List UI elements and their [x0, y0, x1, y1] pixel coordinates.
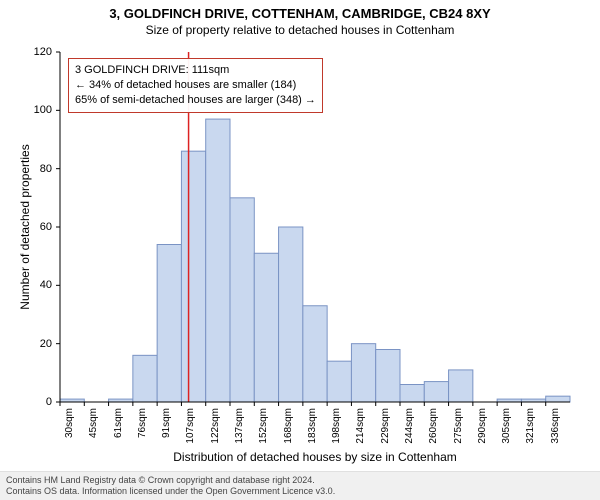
annotation-line-1: 3 GOLDFINCH DRIVE: 111sqm: [75, 63, 316, 78]
histogram-bar: [303, 306, 327, 402]
annotation-line-3: 65% of semi-detached houses are larger (…: [75, 93, 316, 108]
y-tick-label: 40: [22, 279, 52, 291]
histogram-bar: [133, 355, 157, 402]
y-tick-label: 20: [22, 338, 52, 350]
histogram-bar: [449, 370, 473, 402]
y-tick-label: 0: [22, 396, 52, 408]
histogram-bar: [157, 245, 181, 403]
title-main: 3, GOLDFINCH DRIVE, COTTENHAM, CAMBRIDGE…: [0, 6, 600, 21]
histogram-bar: [181, 151, 205, 402]
title-subtitle: Size of property relative to detached ho…: [0, 23, 600, 37]
histogram-bar: [279, 227, 303, 402]
histogram-bar: [254, 253, 278, 402]
y-tick-label: 100: [22, 104, 52, 116]
y-tick-label: 60: [22, 221, 52, 233]
chart-container: 3, GOLDFINCH DRIVE, COTTENHAM, CAMBRIDGE…: [0, 0, 600, 500]
plot-area: 3 GOLDFINCH DRIVE: 111sqm ← 34% of detac…: [60, 52, 570, 402]
annotation-box: 3 GOLDFINCH DRIVE: 111sqm ← 34% of detac…: [68, 58, 323, 113]
histogram-bar: [376, 350, 400, 403]
y-tick-label: 120: [22, 46, 52, 58]
histogram-bar: [400, 385, 424, 403]
footer-line-1: Contains HM Land Registry data © Crown c…: [6, 475, 594, 486]
footer-attribution: Contains HM Land Registry data © Crown c…: [0, 471, 600, 500]
histogram-bar: [327, 361, 351, 402]
annotation-line-2: ← 34% of detached houses are smaller (18…: [75, 78, 316, 93]
footer-line-2: Contains OS data. Information licensed u…: [6, 486, 594, 497]
title-block: 3, GOLDFINCH DRIVE, COTTENHAM, CAMBRIDGE…: [0, 0, 600, 37]
histogram-bar: [546, 396, 570, 402]
histogram-bar: [230, 198, 254, 402]
histogram-bar: [206, 119, 230, 402]
y-tick-label: 80: [22, 163, 52, 175]
histogram-bar: [351, 344, 375, 402]
x-axis-label: Distribution of detached houses by size …: [60, 450, 570, 464]
histogram-bar: [424, 382, 448, 402]
